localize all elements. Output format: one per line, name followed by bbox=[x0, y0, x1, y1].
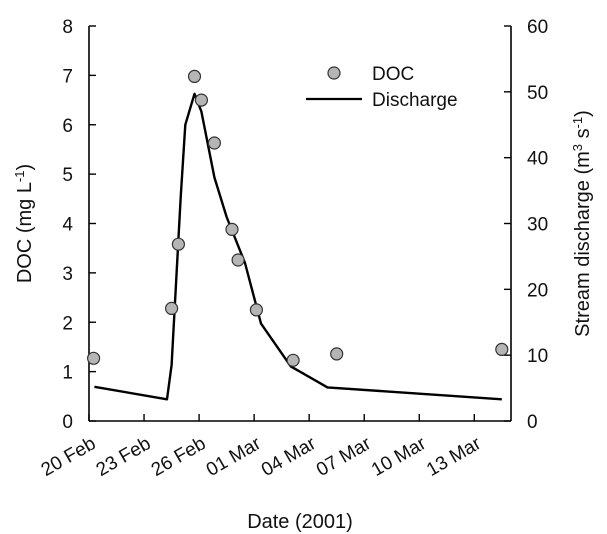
right-y-title-sup1: 3 bbox=[570, 144, 585, 151]
right-y-tick-label: 30 bbox=[527, 215, 548, 236]
left-y-tick-label: 7 bbox=[62, 66, 73, 87]
left-y-title-close: ) bbox=[14, 164, 36, 171]
x-tick-label: 04 Mar bbox=[258, 433, 320, 481]
doc-point bbox=[194, 93, 208, 107]
legend: DOC Discharge bbox=[306, 64, 458, 111]
x-tick-label: 07 Mar bbox=[313, 433, 375, 481]
x-tick-label: 20 Feb bbox=[38, 433, 100, 481]
right-y-tick-label: 50 bbox=[527, 83, 548, 104]
doc-point bbox=[286, 353, 300, 367]
series-layer bbox=[86, 69, 509, 401]
doc-point bbox=[171, 237, 185, 251]
x-tick-label: 23 Feb bbox=[93, 433, 155, 481]
right-y-ticks: 0 10 20 30 40 50 60 bbox=[504, 17, 548, 433]
left-y-tick-label: 1 bbox=[62, 363, 73, 384]
x-axis-title-text: Date (2001) bbox=[247, 511, 353, 533]
right-y-title-mid: s bbox=[572, 128, 594, 144]
x-tick-label: 13 Mar bbox=[423, 433, 485, 481]
left-y-ticks: 0 1 2 3 4 5 6 7 8 bbox=[62, 17, 96, 433]
left-y-tick-label: 8 bbox=[62, 17, 73, 38]
doc-point bbox=[330, 347, 344, 361]
doc-point bbox=[249, 303, 263, 317]
legend-discharge-label: Discharge bbox=[372, 90, 458, 111]
right-y-title-sup2: -1 bbox=[570, 117, 585, 129]
doc-point bbox=[165, 301, 179, 315]
right-y-title-main: Stream discharge (m bbox=[572, 151, 594, 337]
left-y-axis-title: DOC (mg L-1) bbox=[12, 164, 37, 283]
x-tick-label: 01 Mar bbox=[203, 433, 265, 481]
doc-point bbox=[231, 253, 245, 267]
left-y-tick-label: 2 bbox=[62, 313, 73, 334]
right-y-tick-label: 40 bbox=[527, 149, 548, 170]
doc-point bbox=[207, 136, 221, 150]
right-y-tick-label: 10 bbox=[527, 346, 548, 367]
left-y-tick-label: 0 bbox=[62, 412, 73, 433]
right-y-title-close: ) bbox=[572, 110, 594, 117]
left-y-tick-label: 3 bbox=[62, 264, 73, 285]
doc-point bbox=[86, 351, 101, 365]
legend-doc-marker bbox=[327, 66, 341, 80]
right-y-tick-label: 20 bbox=[527, 280, 548, 301]
discharge-line bbox=[94, 92, 502, 401]
left-y-tick-label: 6 bbox=[62, 116, 73, 137]
x-tick-label: 26 Feb bbox=[148, 433, 210, 481]
left-y-title-main: DOC (mg L bbox=[14, 182, 36, 283]
x-tick-label: 10 Mar bbox=[368, 433, 430, 481]
plot-area bbox=[88, 26, 512, 422]
left-y-title-sup: -1 bbox=[12, 170, 27, 182]
legend-doc-label: DOC bbox=[372, 64, 414, 85]
doc-point bbox=[225, 222, 239, 236]
left-y-tick-label: 5 bbox=[62, 165, 73, 186]
x-axis-title: Date (2001) bbox=[247, 511, 353, 533]
right-y-tick-label: 0 bbox=[527, 412, 538, 433]
right-y-axis-title: Stream discharge (m3 s-1) bbox=[570, 110, 595, 337]
left-y-tick-label: 4 bbox=[62, 215, 73, 236]
doc-point bbox=[187, 69, 202, 84]
right-y-tick-label: 60 bbox=[527, 17, 548, 38]
doc-point bbox=[495, 342, 509, 356]
